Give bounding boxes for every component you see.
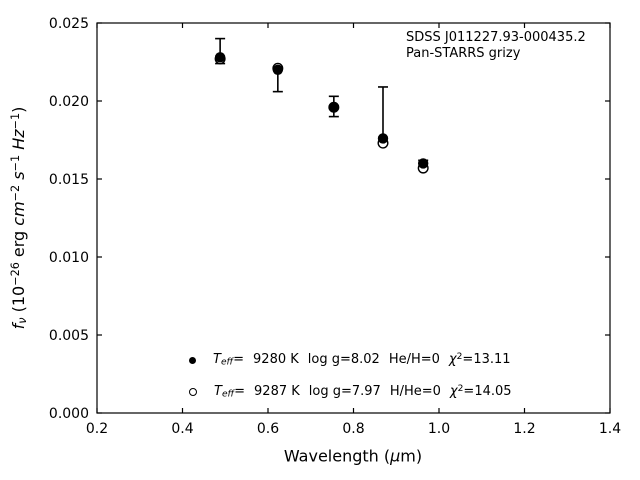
ylabel-text: ) bbox=[9, 106, 29, 113]
ylabel-text: (10 bbox=[9, 285, 29, 318]
legend-text-model2: Teff= 9287 K log g=7.97 H/He=0 χ2=14.05 bbox=[214, 384, 512, 400]
annotation-survey: Pan-STARRS grizy bbox=[406, 46, 521, 61]
annotation: SDSS J011227.93-000435.2 Pan-STARRS griz… bbox=[406, 30, 586, 62]
unit-cm: cm bbox=[9, 201, 29, 226]
x-tick-label: 1.2 bbox=[513, 421, 535, 437]
legend-text-model1: Teff= 9280 K log g=8.02 He/H=0 χ2=13.11 bbox=[213, 352, 511, 368]
exponent: −26 bbox=[8, 262, 22, 286]
y-tick-label: 0.020 bbox=[49, 94, 89, 110]
chi-exponent: 2 bbox=[457, 384, 464, 395]
filled-circle-point bbox=[328, 102, 340, 113]
y-tick-label: 0.010 bbox=[49, 250, 89, 266]
annotation-object-id: SDSS J011227.93-000435.2 bbox=[406, 30, 586, 45]
chi2-group: χ2=14.05 bbox=[450, 384, 512, 399]
chi2-value: =14.05 bbox=[463, 384, 512, 400]
teff-subscript: eff bbox=[221, 389, 235, 400]
ylabel-text: erg bbox=[9, 225, 29, 263]
filled-circle-point bbox=[214, 52, 226, 63]
y-tick-label: 0.005 bbox=[49, 328, 89, 344]
equals-sign: = bbox=[234, 384, 246, 400]
y-tick-label: 0.015 bbox=[49, 172, 89, 188]
teff-symbol: T bbox=[213, 352, 221, 368]
chi-symbol: χ bbox=[448, 352, 457, 368]
logg-value: log g=8.02 bbox=[307, 352, 380, 368]
chi2-group: χ2=13.11 bbox=[449, 352, 511, 367]
y-axis-label: fν (10−26 erg cm−2 s−1 Hz−1) bbox=[9, 107, 29, 330]
exponent: −2 bbox=[8, 184, 22, 202]
teff-symbol: T bbox=[214, 384, 222, 400]
legend-row-model1: Teff= 9280 K log g=8.02 He/H=0 χ2=13.11 bbox=[189, 344, 512, 376]
chi-symbol: χ bbox=[449, 384, 458, 400]
y-tick-label: 0.000 bbox=[49, 406, 89, 422]
mu-symbol: μ bbox=[390, 446, 401, 466]
x-tick-label: 1.0 bbox=[428, 421, 450, 437]
y-tick-label: 0.025 bbox=[49, 16, 89, 32]
exponent: −1 bbox=[8, 154, 22, 172]
logg-value: log g=7.97 bbox=[308, 384, 381, 400]
equals-sign: = bbox=[233, 352, 245, 368]
abundance-ratio: He/H=0 bbox=[388, 352, 440, 368]
teff-value: 9287 K bbox=[254, 384, 300, 400]
x-tick-label: 0.4 bbox=[171, 421, 193, 437]
xlabel-text: m) bbox=[400, 446, 423, 466]
x-tick-label: 0.8 bbox=[342, 421, 364, 437]
flux-symbol: f bbox=[9, 323, 29, 330]
filled-circle-marker-icon bbox=[189, 356, 196, 364]
chi2-value: =13.11 bbox=[462, 352, 511, 368]
chi-exponent: 2 bbox=[456, 352, 463, 363]
x-tick-label: 0.6 bbox=[257, 421, 279, 437]
filled-circle-point bbox=[272, 64, 284, 76]
nu-subscript: ν bbox=[16, 317, 30, 324]
xlabel-text: Wavelength ( bbox=[283, 446, 391, 466]
unit-s: s bbox=[9, 171, 29, 185]
open-circle-marker-icon bbox=[189, 388, 197, 396]
x-tick-label: 0.2 bbox=[86, 421, 108, 437]
filled-circle-point bbox=[417, 158, 429, 169]
abundance-ratio: H/He=0 bbox=[389, 384, 441, 400]
x-tick-label: 1.4 bbox=[599, 421, 621, 437]
legend-row-model2: Teff= 9287 K log g=7.97 H/He=0 χ2=14.05 bbox=[189, 376, 512, 408]
filled-circle-point bbox=[377, 133, 389, 144]
exponent: −1 bbox=[8, 112, 22, 130]
teff-subscript: eff bbox=[220, 357, 234, 368]
unit-hz: Hz bbox=[9, 129, 29, 155]
teff-value: 9280 K bbox=[253, 352, 299, 368]
x-axis-label: Wavelength (μm) bbox=[284, 447, 422, 466]
